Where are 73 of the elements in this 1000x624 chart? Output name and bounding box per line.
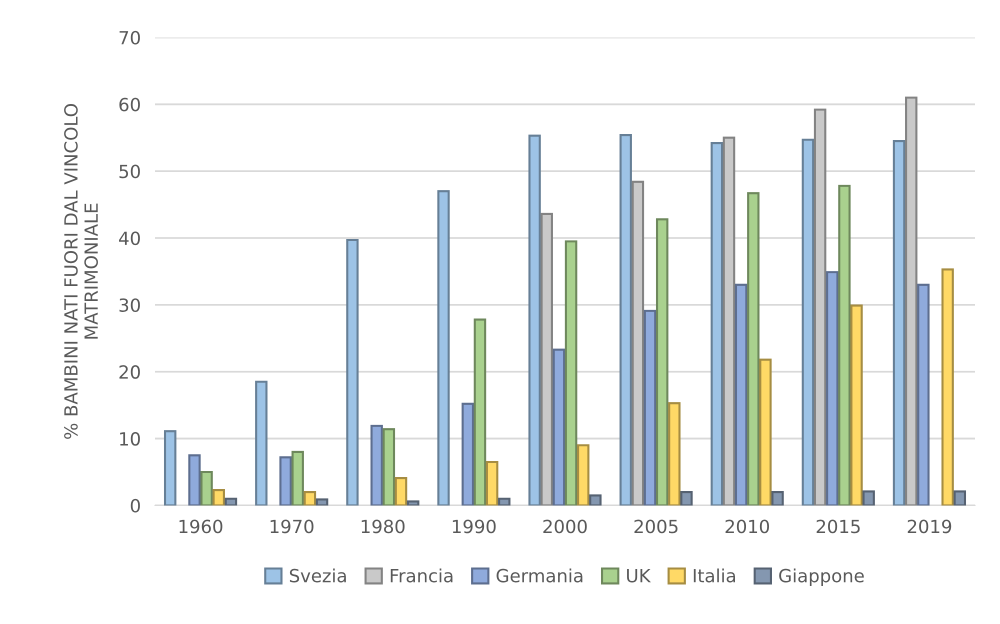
bar	[188, 454, 201, 506]
legend-label: Italia	[694, 568, 736, 582]
y-tick-label: 40	[119, 231, 140, 246]
x-tick-label: 2000	[543, 520, 587, 534]
x-tick-label: 2019	[908, 520, 952, 534]
bar	[850, 304, 863, 506]
bar	[656, 218, 668, 506]
bar	[802, 138, 814, 506]
bar	[771, 491, 784, 506]
bar	[917, 284, 930, 506]
bar	[680, 491, 693, 506]
bar	[346, 238, 359, 506]
bar	[370, 424, 383, 506]
x-tick-label: 2010	[726, 520, 769, 534]
bar	[212, 489, 225, 506]
legend-label: Germania	[496, 568, 582, 582]
y-tick-label: 50	[120, 164, 140, 178]
bar	[474, 318, 486, 506]
bar	[382, 428, 396, 506]
bar	[668, 402, 681, 506]
bar	[905, 96, 918, 506]
x-tick-label: 1990	[452, 520, 496, 534]
bar	[941, 268, 954, 506]
bar	[498, 498, 510, 506]
bar	[316, 498, 328, 506]
bar	[892, 140, 906, 506]
x-tick-label: 1970	[270, 520, 314, 534]
x-tick-label: 1980	[362, 520, 405, 534]
bar	[722, 136, 736, 506]
x-tick-label: 2005	[634, 520, 678, 534]
legend-label: UK	[627, 569, 651, 582]
bar	[838, 184, 851, 506]
bar	[710, 142, 724, 506]
x-tick-label: 2015	[816, 520, 860, 534]
bar	[292, 450, 304, 506]
bar	[552, 348, 566, 506]
bar	[486, 460, 498, 506]
x-tick-label: 1960	[180, 520, 222, 534]
bar	[200, 470, 213, 506]
bar	[255, 380, 268, 506]
bar	[747, 192, 760, 506]
y-tick-label: 60	[119, 98, 140, 112]
bar	[759, 358, 772, 506]
bar	[462, 402, 474, 506]
bar	[394, 476, 408, 506]
legend-label: Francia	[390, 568, 452, 582]
bar	[304, 491, 316, 506]
bar	[589, 494, 602, 506]
y-tick-label: 10	[120, 432, 140, 446]
bar	[577, 444, 590, 506]
bar	[862, 490, 875, 506]
bar	[954, 490, 966, 506]
bar	[644, 310, 656, 506]
bar	[279, 456, 292, 506]
y-tick-label: 0	[130, 498, 140, 513]
legend-label: Svezia	[290, 568, 346, 582]
legend-label: Giappone	[779, 568, 864, 586]
bar	[224, 498, 238, 506]
bar	[437, 190, 450, 506]
bar	[540, 212, 553, 506]
bar	[164, 430, 176, 506]
bar	[734, 284, 748, 506]
bar	[814, 108, 826, 506]
bar	[564, 240, 578, 506]
y-tick-label: 70	[120, 30, 140, 45]
bar	[406, 500, 420, 506]
y-tick-label: 20	[119, 365, 140, 379]
bar	[620, 134, 632, 506]
bar	[528, 134, 541, 506]
bar	[826, 271, 838, 506]
bar	[632, 180, 644, 506]
y-tick-label: 30	[120, 298, 140, 312]
y-axis-title: % BAMBINI NATI FUORI DAL VINCOLO MATRIMONIALE	[64, 104, 98, 439]
